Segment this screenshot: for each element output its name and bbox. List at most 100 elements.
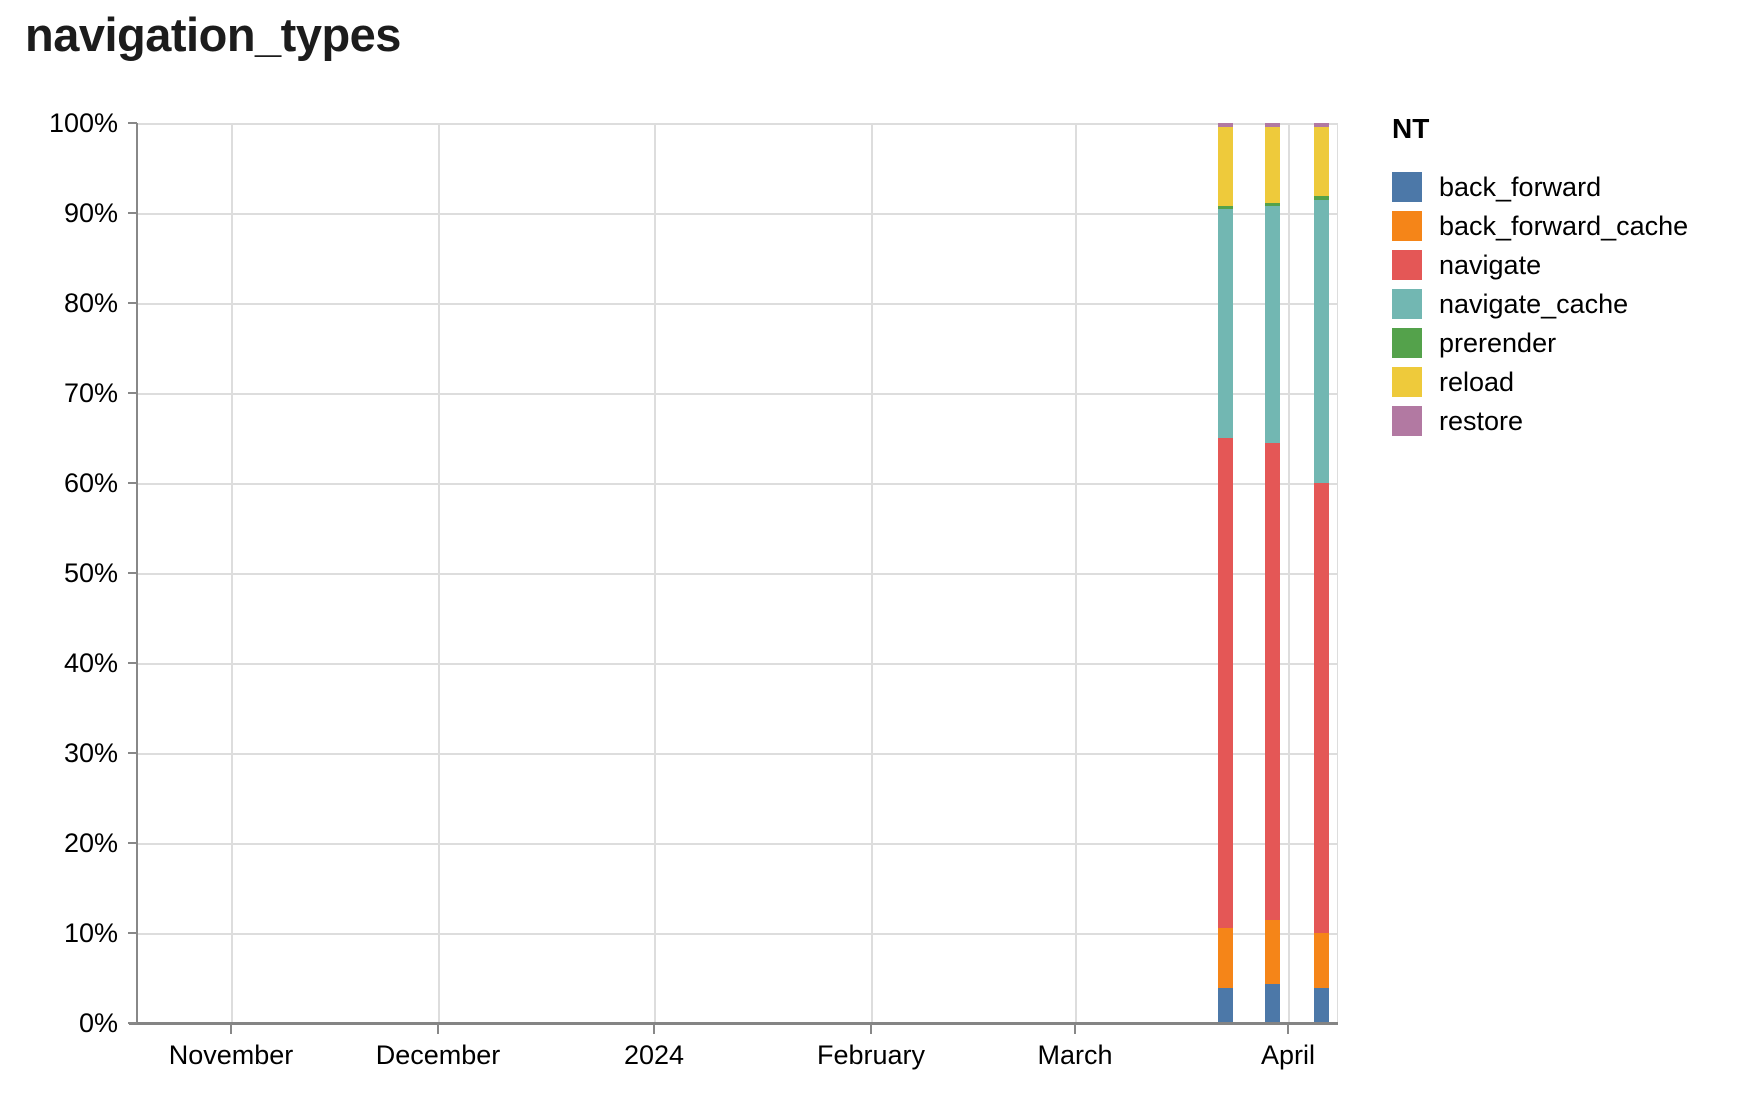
legend-label: reload: [1439, 366, 1515, 397]
x-axis-tick: [1287, 1024, 1289, 1034]
legend-label: back_forward: [1439, 171, 1602, 202]
segment-reload: [1218, 126, 1233, 206]
gridline-vertical: [438, 123, 440, 1023]
legend-label: restore: [1439, 405, 1524, 436]
segment-restore: [1314, 123, 1329, 127]
y-axis-tick-label: 100%: [48, 108, 118, 138]
segment-navigate: [1218, 438, 1233, 928]
gridline-horizontal: [137, 303, 1338, 305]
legend-label: navigate_cache: [1439, 288, 1629, 319]
y-axis-tick: [128, 212, 137, 214]
segment-back-forward: [1218, 987, 1233, 1023]
y-axis-tick: [128, 302, 137, 304]
gridline-vertical: [231, 123, 233, 1023]
gridline-horizontal: [137, 933, 1338, 935]
legend-swatch-reload: [1392, 367, 1422, 397]
x-axis-tick-label: April: [1260, 1040, 1316, 1070]
legend-label: navigate: [1439, 249, 1542, 280]
y-axis-tick-label: 0%: [78, 1008, 118, 1038]
bar-2024-03-24: [1218, 123, 1233, 1023]
segment-back-forward-cache: [1314, 933, 1329, 988]
y-axis-line: [136, 123, 138, 1023]
x-axis-tick: [1074, 1024, 1076, 1034]
segment-back-forward-cache: [1265, 920, 1280, 985]
segment-navigate-cache: [1218, 208, 1233, 439]
y-axis-tick-label: 70%: [63, 378, 118, 408]
y-axis-tick: [128, 572, 137, 574]
y-axis-tick-label: 10%: [63, 918, 118, 948]
segment-prerender: [1218, 205, 1233, 209]
y-axis-tick-label: 50%: [63, 558, 118, 588]
gridline-vertical: [871, 123, 873, 1023]
legend-swatch-prerender: [1392, 328, 1422, 358]
legend-swatch-navigate-cache: [1392, 289, 1422, 319]
legend-item: back_forward_cache: [1392, 211, 1688, 241]
x-axis-tick-label: March: [1037, 1040, 1113, 1070]
gridline-horizontal: [137, 753, 1338, 755]
x-axis-tick: [230, 1024, 232, 1034]
legend-item: navigate: [1392, 250, 1688, 280]
y-axis-tick: [128, 392, 137, 394]
gridline-horizontal: [137, 393, 1338, 395]
segment-navigate-cache: [1314, 199, 1329, 484]
segment-navigate: [1265, 443, 1280, 921]
legend-item: navigate_cache: [1392, 289, 1688, 319]
x-axis-line: [129, 1022, 1338, 1025]
chart-title: navigation_types: [25, 8, 401, 61]
gridline-horizontal: [137, 843, 1338, 845]
y-axis-tick-label: 30%: [63, 738, 118, 768]
gridline-vertical: [1336, 123, 1338, 1023]
y-axis-tick-label: 90%: [63, 198, 118, 228]
x-axis-tick-label: February: [816, 1040, 926, 1070]
legend-item: reload: [1392, 367, 1688, 397]
gridline-horizontal: [137, 663, 1338, 665]
segment-prerender: [1314, 195, 1329, 200]
y-axis-tick: [128, 842, 137, 844]
x-axis-tick: [653, 1024, 655, 1034]
legend-swatch-restore: [1392, 406, 1422, 436]
gridline-horizontal: [137, 123, 1338, 125]
y-axis-tick: [128, 932, 137, 934]
gridline-horizontal: [137, 573, 1338, 575]
legend-label: prerender: [1439, 327, 1557, 358]
segment-restore: [1218, 123, 1233, 127]
x-axis-tick: [870, 1024, 872, 1034]
segment-back-forward: [1265, 984, 1280, 1023]
y-axis-tick-label: 20%: [63, 828, 118, 858]
gridline-vertical: [1075, 123, 1077, 1023]
y-axis-tick-label: 40%: [63, 648, 118, 678]
plot-area: [137, 123, 1338, 1023]
legend-item: restore: [1392, 406, 1688, 436]
legend-label: back_forward_cache: [1439, 210, 1689, 241]
legend-item: prerender: [1392, 328, 1688, 358]
segment-navigate: [1314, 483, 1329, 934]
segment-reload: [1314, 126, 1329, 196]
segment-back-forward: [1314, 987, 1329, 1023]
segment-navigate-cache: [1265, 205, 1280, 444]
gridline-vertical: [1288, 123, 1290, 1023]
segment-back-forward-cache: [1218, 927, 1233, 988]
legend-swatch-back-forward: [1392, 172, 1422, 202]
gridline-horizontal: [137, 213, 1338, 215]
legend-swatch-navigate: [1392, 250, 1422, 280]
bar-2024-04-07: [1314, 123, 1329, 1023]
segment-restore: [1265, 123, 1280, 127]
legend-swatch-back-forward-cache: [1392, 211, 1422, 241]
y-axis-tick-label: 80%: [63, 288, 118, 318]
y-axis-tick: [128, 1022, 137, 1024]
legend-title: NT: [1392, 113, 1430, 144]
gridline-horizontal: [137, 483, 1338, 485]
y-axis-tick: [128, 752, 137, 754]
legend: NT back_forward back_forward_cache navig…: [1392, 112, 1688, 445]
x-axis-tick-label: 2024: [623, 1040, 685, 1070]
segment-reload: [1265, 126, 1280, 204]
x-axis-tick: [437, 1024, 439, 1034]
y-axis-tick: [128, 122, 137, 124]
segment-prerender: [1265, 203, 1280, 206]
y-axis-tick-label: 60%: [63, 468, 118, 498]
y-axis-tick: [128, 662, 137, 664]
legend-item: back_forward: [1392, 172, 1688, 202]
bar-2024-03-31: [1265, 123, 1280, 1023]
gridline-vertical: [654, 123, 656, 1023]
x-axis-tick-label: November: [168, 1040, 294, 1070]
